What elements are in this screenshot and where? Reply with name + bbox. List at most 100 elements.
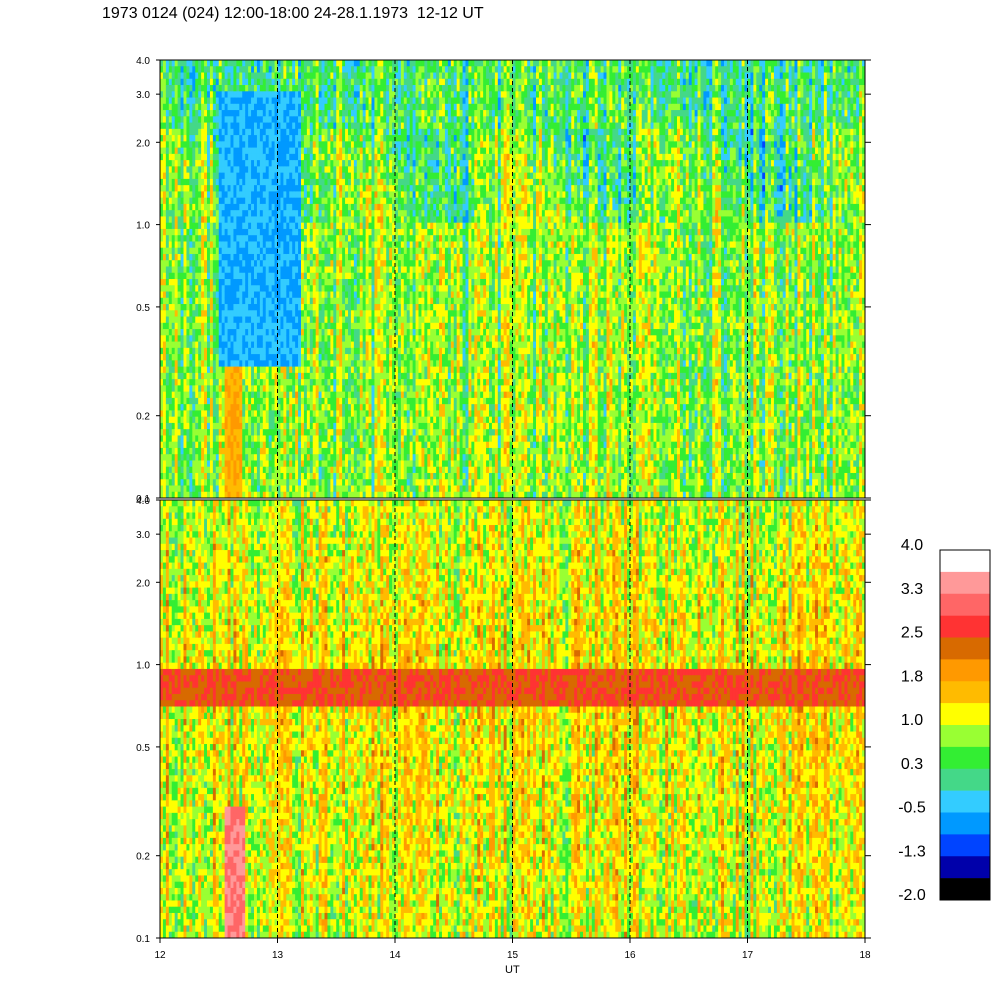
heatmap-cell xyxy=(280,254,283,261)
heatmap-cell xyxy=(175,104,178,111)
heatmap-cell xyxy=(228,367,231,374)
heatmap-cell xyxy=(245,292,248,299)
heatmap-cell xyxy=(357,367,360,374)
heatmap-cell xyxy=(201,485,204,492)
heatmap-cell xyxy=(327,329,330,336)
heatmap-cell xyxy=(207,273,210,280)
heatmap-cell xyxy=(184,185,187,192)
heatmap-cell xyxy=(186,123,189,130)
heatmap-cell xyxy=(333,91,336,98)
heatmap-cell xyxy=(304,123,307,130)
heatmap-cell xyxy=(175,410,178,417)
heatmap-cell xyxy=(216,348,219,355)
heatmap-cell xyxy=(366,348,369,355)
heatmap-cell xyxy=(225,373,228,380)
heatmap-cell xyxy=(342,329,345,336)
heatmap-cell xyxy=(316,367,319,374)
heatmap-cell xyxy=(219,135,222,142)
heatmap-cell xyxy=(357,285,360,292)
heatmap-cell xyxy=(301,104,304,111)
heatmap-cell xyxy=(342,98,345,105)
heatmap-cell xyxy=(254,248,257,255)
heatmap-cell xyxy=(307,91,310,98)
heatmap-cell xyxy=(339,260,342,267)
heatmap-cell xyxy=(239,442,242,449)
heatmap-cell xyxy=(369,204,372,211)
heatmap-cell xyxy=(198,241,201,248)
heatmap-cell xyxy=(207,141,210,148)
heatmap-cell xyxy=(313,248,316,255)
heatmap-cell xyxy=(219,173,222,180)
heatmap-cell xyxy=(272,367,275,374)
heatmap-cell xyxy=(369,123,372,130)
heatmap-cell xyxy=(225,223,228,230)
heatmap-cell xyxy=(254,204,257,211)
heatmap-cell xyxy=(195,223,198,230)
heatmap-cell xyxy=(239,404,242,411)
heatmap-cell xyxy=(298,485,301,492)
heatmap-cell xyxy=(342,91,345,98)
heatmap-cell xyxy=(319,385,322,392)
heatmap-cell xyxy=(351,185,354,192)
heatmap-cell xyxy=(178,460,181,467)
heatmap-cell xyxy=(272,241,275,248)
heatmap-cell xyxy=(313,310,316,317)
heatmap-cell xyxy=(184,292,187,299)
heatmap-cell xyxy=(322,379,325,386)
heatmap-cell xyxy=(192,91,195,98)
heatmap-cell xyxy=(319,410,322,417)
heatmap-cell xyxy=(260,235,263,242)
heatmap-cell xyxy=(319,292,322,299)
heatmap-cell xyxy=(289,417,292,424)
heatmap-cell xyxy=(295,304,298,311)
heatmap-cell xyxy=(163,392,166,399)
heatmap-cell xyxy=(363,348,366,355)
heatmap-cell xyxy=(219,235,222,242)
heatmap-cell xyxy=(201,379,204,386)
heatmap-cell xyxy=(184,98,187,105)
heatmap-cell xyxy=(307,104,310,111)
heatmap-cell xyxy=(327,473,330,480)
heatmap-cell xyxy=(222,454,225,461)
heatmap-cell xyxy=(192,254,195,261)
heatmap-cell xyxy=(278,260,281,267)
heatmap-cell xyxy=(189,160,192,167)
heatmap-cell xyxy=(272,210,275,217)
heatmap-cell xyxy=(181,410,184,417)
heatmap-cell xyxy=(304,129,307,136)
heatmap-cell xyxy=(272,317,275,324)
heatmap-cell xyxy=(292,216,295,223)
heatmap-cell xyxy=(169,166,172,173)
heatmap-cell xyxy=(175,423,178,430)
heatmap-cell xyxy=(336,285,339,292)
heatmap-cell xyxy=(163,492,166,499)
heatmap-cell xyxy=(269,442,272,449)
heatmap-cell xyxy=(363,354,366,361)
heatmap-cell xyxy=(360,404,363,411)
heatmap-cell xyxy=(178,410,181,417)
heatmap-cell xyxy=(228,360,231,367)
heatmap-cell xyxy=(175,335,178,342)
heatmap-cell xyxy=(186,116,189,123)
heatmap-cell xyxy=(280,173,283,180)
heatmap-cell xyxy=(339,298,342,305)
heatmap-cell xyxy=(263,285,266,292)
heatmap-cell xyxy=(351,348,354,355)
heatmap-cell xyxy=(231,148,234,155)
heatmap-cell xyxy=(207,60,210,67)
heatmap-cell xyxy=(301,485,304,492)
heatmap-cell xyxy=(251,342,254,349)
heatmap-cell xyxy=(257,442,260,449)
heatmap-cell xyxy=(216,410,219,417)
heatmap-cell xyxy=(348,166,351,173)
heatmap-cell xyxy=(322,129,325,136)
heatmap-cell xyxy=(210,85,213,92)
heatmap-cell xyxy=(327,360,330,367)
heatmap-cell xyxy=(283,191,286,198)
heatmap-cell xyxy=(313,73,316,80)
heatmap-cell xyxy=(181,241,184,248)
heatmap-cell xyxy=(178,385,181,392)
heatmap-cell xyxy=(351,292,354,299)
heatmap-cell xyxy=(222,417,225,424)
heatmap-cell xyxy=(178,335,181,342)
